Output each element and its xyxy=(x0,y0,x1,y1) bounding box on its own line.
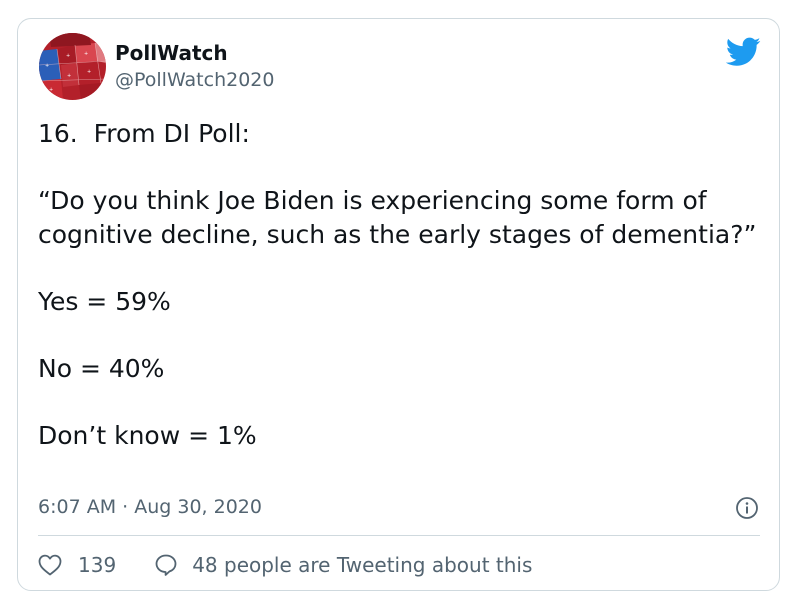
tweet-text: 16. From DI Poll: “Do you think Joe Bide… xyxy=(38,117,768,486)
reply-button[interactable]: 48 people are Tweeting about this xyxy=(154,553,532,577)
tweet-line-intro: 16. From DI Poll: xyxy=(38,119,250,148)
tweet-card: + + + + + + PollWatch @PollWatch2020 16.… xyxy=(17,18,780,591)
display-name[interactable]: PollWatch xyxy=(115,41,228,65)
svg-text:+: + xyxy=(67,73,71,79)
divider xyxy=(38,535,760,536)
svg-text:+: + xyxy=(84,51,88,57)
svg-text:+: + xyxy=(45,63,49,69)
like-count: 139 xyxy=(78,553,117,577)
svg-text:+: + xyxy=(87,69,91,75)
handle[interactable]: @PollWatch2020 xyxy=(115,69,275,91)
tweet-line-yes: Yes = 59% xyxy=(38,287,171,316)
tweet-line-no: No = 40% xyxy=(38,354,165,383)
twitter-bird-icon[interactable] xyxy=(725,37,761,67)
tweet-line-question: “Do you think Joe Biden is experiencing … xyxy=(38,186,757,249)
tweet-timestamp[interactable]: 6:07 AM · Aug 30, 2020 xyxy=(38,496,262,518)
svg-text:+: + xyxy=(49,87,53,93)
electoral-map-avatar-icon: + + + + + + xyxy=(39,33,106,100)
tweet-line-dont-know: Don’t know = 1% xyxy=(38,421,257,450)
like-button[interactable]: 139 xyxy=(38,553,116,577)
avatar[interactable]: + + + + + + xyxy=(39,33,106,100)
heart-icon xyxy=(38,554,62,576)
reply-label: 48 people are Tweeting about this xyxy=(192,553,533,577)
info-icon[interactable] xyxy=(735,496,759,520)
tweet-actions: 139 48 people are Tweeting about this xyxy=(38,552,532,578)
speech-bubble-icon xyxy=(155,554,177,576)
svg-text:+: + xyxy=(66,53,70,59)
